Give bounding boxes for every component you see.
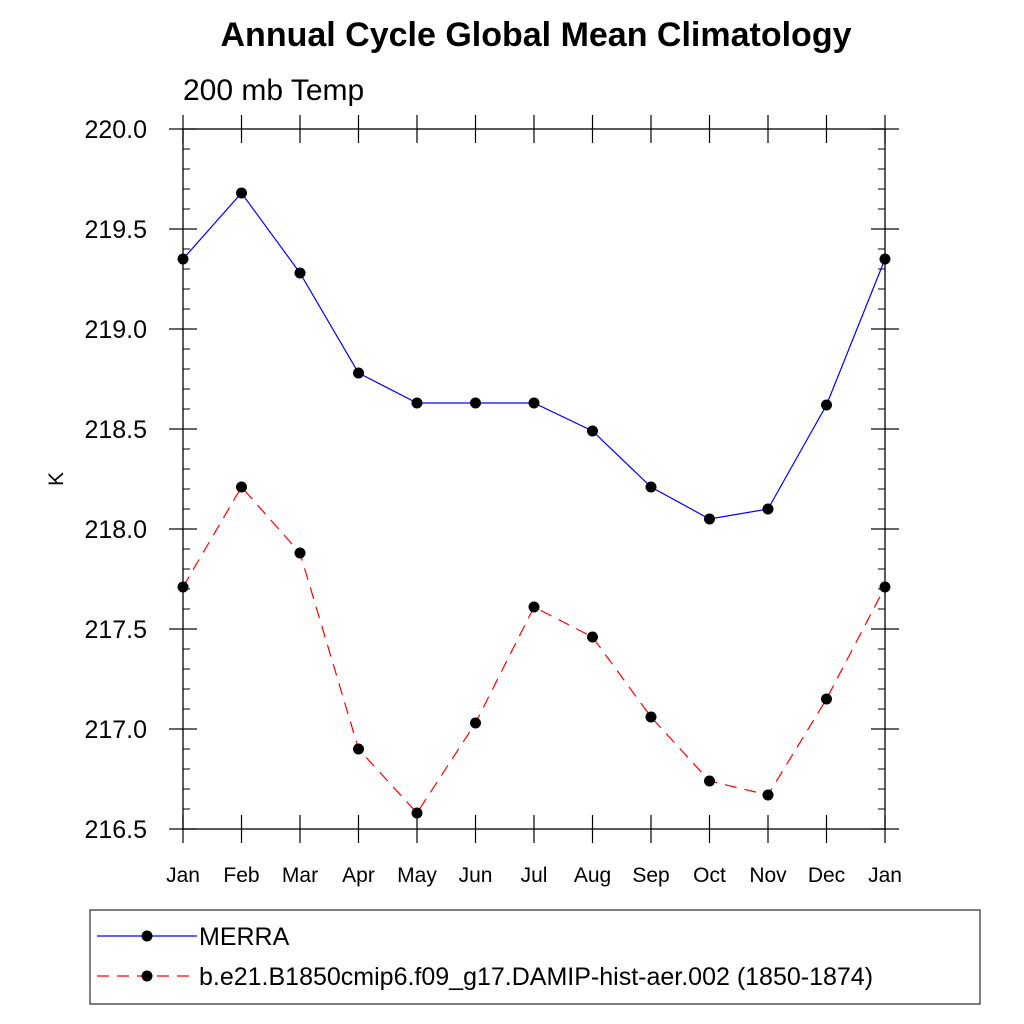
y-tick-label: 218.0 <box>84 516 147 544</box>
series-layer <box>177 187 891 819</box>
series-line-model <box>182 485 886 814</box>
x-tick-label: Jul <box>521 864 548 887</box>
x-tick-label: Mar <box>282 864 318 887</box>
legend-marker-model <box>141 970 153 982</box>
data-point-model <box>236 481 247 493</box>
y-tick-label: 218.5 <box>84 416 147 444</box>
chart-subtitle: 200 mb Temp <box>183 74 364 107</box>
data-point-merra <box>762 503 774 515</box>
data-point-merra <box>236 187 247 199</box>
plot-frame <box>182 128 886 830</box>
y-tick-label: 216.5 <box>84 816 147 844</box>
data-point-model <box>821 693 832 705</box>
y-axis-label: K <box>45 472 68 486</box>
x-tick-label: Nov <box>749 864 787 887</box>
data-point-model <box>411 807 423 819</box>
y-tick-label: 219.5 <box>84 216 147 244</box>
y-tick-label: 217.0 <box>84 716 147 744</box>
x-tick-label: Jun <box>459 864 493 887</box>
x-tick-label: Jan <box>868 864 902 887</box>
axis-ticks: 216.5 217.0 217.5 218.0 218.5 219.0 219.5 220.0… <box>84 115 902 887</box>
x-tick-label: Apr <box>342 864 375 887</box>
data-point-model <box>704 775 715 787</box>
data-point-merra <box>411 397 423 409</box>
data-point-model <box>645 711 657 723</box>
legend: MERRA b.e21.B1850cmip6.f09_g17.DAMIP-his… <box>89 909 981 1005</box>
x-tick-label: May <box>397 864 437 887</box>
data-point-model <box>762 789 774 801</box>
x-tick-label: Aug <box>574 864 611 887</box>
x-tick-label: Sep <box>632 864 669 887</box>
data-point-model <box>528 601 540 613</box>
data-point-merra <box>704 513 715 525</box>
x-tick-label: Feb <box>223 864 259 887</box>
data-point-merra <box>353 367 364 379</box>
x-tick-label: Dec <box>808 864 845 887</box>
data-point-model <box>470 717 481 729</box>
y-tick-label: 220.0 <box>84 116 147 144</box>
data-point-merra <box>587 425 598 437</box>
data-point-merra <box>821 399 832 411</box>
y-tick-label: 217.5 <box>84 616 147 644</box>
series-line-merra <box>182 192 886 520</box>
data-point-model <box>353 743 364 755</box>
y-tick-label: 219.0 <box>84 316 147 344</box>
x-tick-label: Oct <box>693 864 726 887</box>
x-tick-label: Jan <box>166 864 200 887</box>
legend-label-model: b.e21.B1850cmip6.f09_g17.DAMIP-hist-aer.… <box>199 963 873 991</box>
chart-title: Annual Cycle Global Mean Climatology <box>221 16 852 54</box>
data-point-model <box>587 631 598 643</box>
data-point-merra <box>470 397 481 409</box>
data-point-merra <box>528 397 540 409</box>
data-point-merra <box>645 481 657 493</box>
legend-marker-merra <box>141 930 153 942</box>
data-point-model <box>294 547 306 559</box>
legend-box <box>89 909 981 1005</box>
legend-label-merra: MERRA <box>199 923 290 951</box>
data-point-merra <box>294 267 306 279</box>
